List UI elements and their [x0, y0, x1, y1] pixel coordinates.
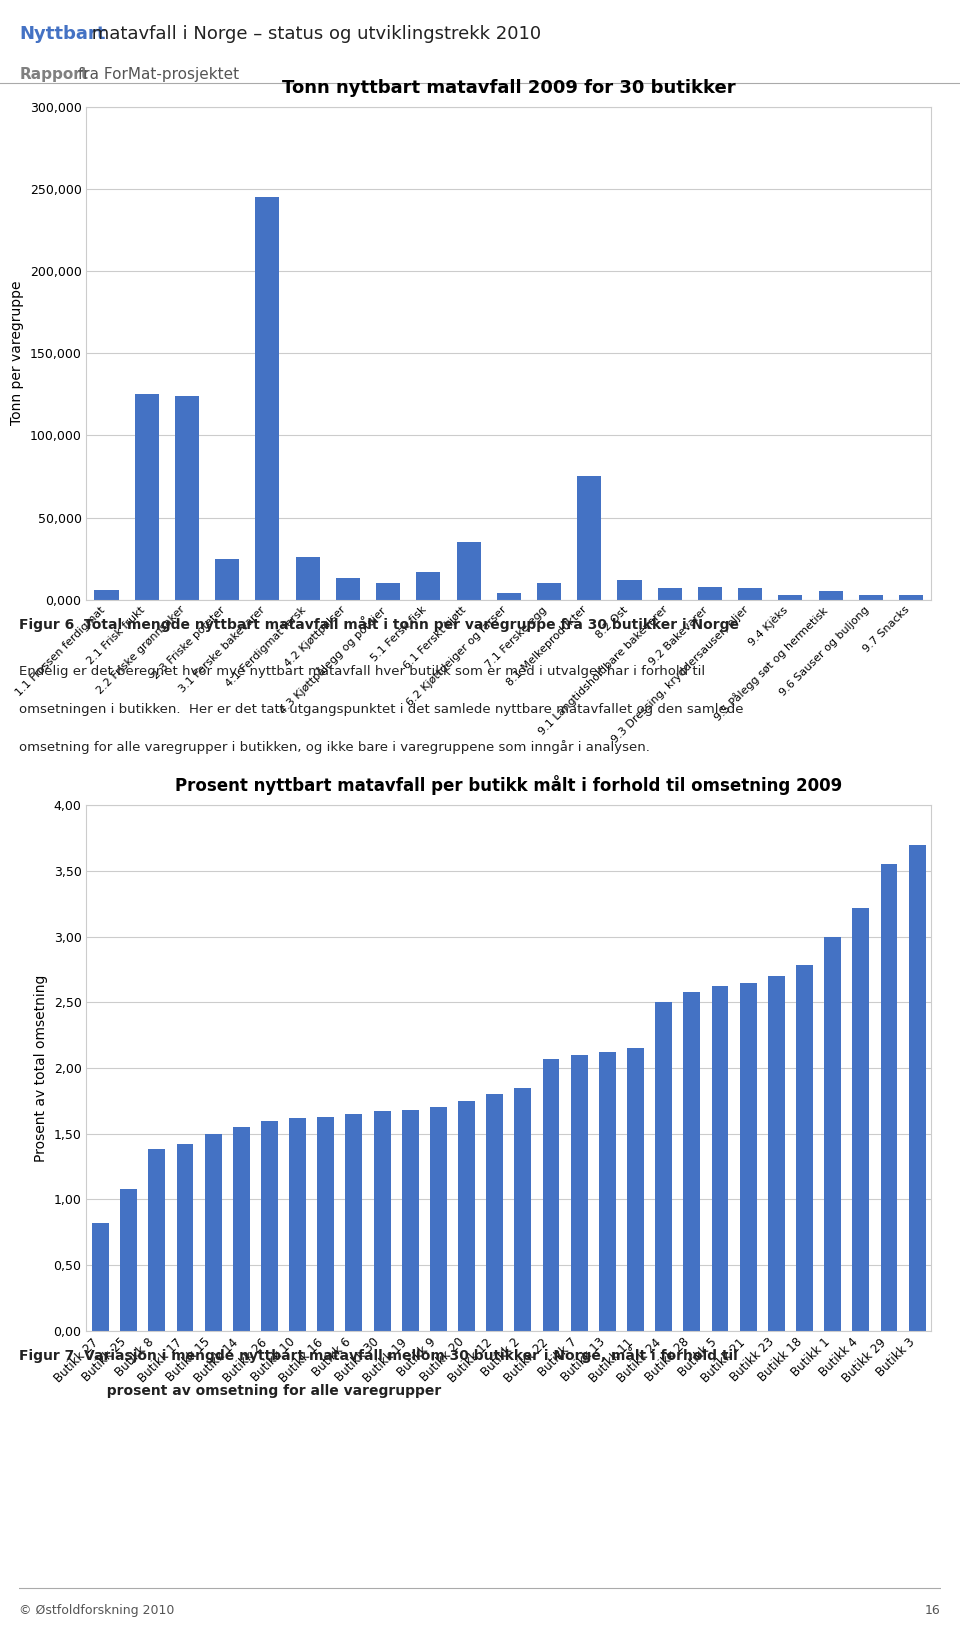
Bar — [289, 1117, 306, 1331]
Bar — [215, 559, 239, 600]
Bar — [738, 588, 762, 600]
Bar — [711, 986, 729, 1331]
Bar — [177, 1144, 193, 1331]
Bar — [94, 590, 119, 600]
Text: © Østfoldforskning 2010: © Østfoldforskning 2010 — [19, 1604, 175, 1617]
Bar — [487, 1094, 503, 1331]
Text: Nyttbart: Nyttbart — [19, 25, 106, 43]
Bar — [740, 983, 756, 1331]
Text: prosent av omsetning for alle varegrupper: prosent av omsetning for alle varegruppe… — [19, 1383, 442, 1398]
Text: Endelig er det beregnet hvor mye nyttbart matavfall hver butikk som er med i utv: Endelig er det beregnet hvor mye nyttbar… — [19, 665, 706, 679]
Bar — [336, 578, 360, 600]
Bar — [779, 595, 803, 600]
Bar — [402, 1111, 419, 1331]
Bar — [496, 593, 521, 600]
Bar — [571, 1055, 588, 1331]
Bar — [134, 394, 158, 600]
Bar — [175, 396, 199, 600]
Bar — [261, 1121, 277, 1331]
Bar — [852, 907, 869, 1331]
Bar — [627, 1048, 644, 1331]
Bar — [457, 542, 481, 600]
Bar — [617, 580, 641, 600]
Bar — [599, 1052, 615, 1331]
Bar — [149, 1150, 165, 1331]
Bar — [373, 1111, 391, 1331]
Bar — [92, 1222, 108, 1331]
Bar — [542, 1058, 560, 1331]
Bar — [859, 595, 883, 600]
Y-axis label: Prosent av total omsetning: Prosent av total omsetning — [34, 974, 48, 1162]
Bar — [796, 966, 813, 1331]
Bar — [909, 845, 925, 1331]
Bar — [376, 583, 400, 600]
Text: omsetning for alle varegrupper i butikken, og ikke bare i varegruppene som inngå: omsetning for alle varegrupper i butikke… — [19, 739, 650, 754]
Bar — [577, 476, 601, 600]
Y-axis label: Tonn per varegruppe: Tonn per varegruppe — [11, 281, 24, 426]
Bar — [656, 1002, 672, 1331]
Bar — [204, 1134, 222, 1331]
Bar — [255, 197, 279, 600]
Bar — [819, 591, 843, 600]
Text: Rapport: Rapport — [19, 67, 88, 82]
Text: 16: 16 — [925, 1604, 941, 1617]
Bar — [899, 595, 924, 600]
Bar — [458, 1101, 475, 1331]
Text: Figur 7  Variasjon i mengde nyttbart matavfall mellom 30 butikker i Norge, målt : Figur 7 Variasjon i mengde nyttbart mata… — [19, 1347, 738, 1364]
Bar — [537, 583, 561, 600]
Text: fra ForMat-prosjektet: fra ForMat-prosjektet — [73, 67, 239, 82]
Text: Figur 6  Total mengde nyttbart matavfall målt i tonn per varegruppe fra 30 butik: Figur 6 Total mengde nyttbart matavfall … — [19, 616, 739, 633]
Bar — [825, 937, 841, 1331]
Bar — [515, 1088, 531, 1331]
Bar — [698, 587, 722, 600]
Text: omsetningen i butikken.  Her er det tatt utgangspunktet i det samlede nyttbare m: omsetningen i butikken. Her er det tatt … — [19, 703, 744, 716]
Title: Tonn nyttbart matavfall 2009 for 30 butikker: Tonn nyttbart matavfall 2009 for 30 buti… — [282, 79, 735, 97]
Bar — [296, 557, 320, 600]
Bar — [880, 864, 898, 1331]
Bar — [318, 1117, 334, 1331]
Bar — [430, 1107, 446, 1331]
Bar — [417, 572, 441, 600]
Bar — [684, 992, 700, 1331]
Bar — [768, 976, 784, 1331]
Title: Prosent nyttbart matavfall per butikk målt i forhold til omsetning 2009: Prosent nyttbart matavfall per butikk må… — [175, 775, 843, 795]
Text: matavfall i Norge – status og utviklingstrekk 2010: matavfall i Norge – status og utviklings… — [85, 25, 540, 43]
Bar — [233, 1127, 250, 1331]
Bar — [658, 588, 682, 600]
Bar — [346, 1114, 362, 1331]
Bar — [120, 1190, 137, 1331]
